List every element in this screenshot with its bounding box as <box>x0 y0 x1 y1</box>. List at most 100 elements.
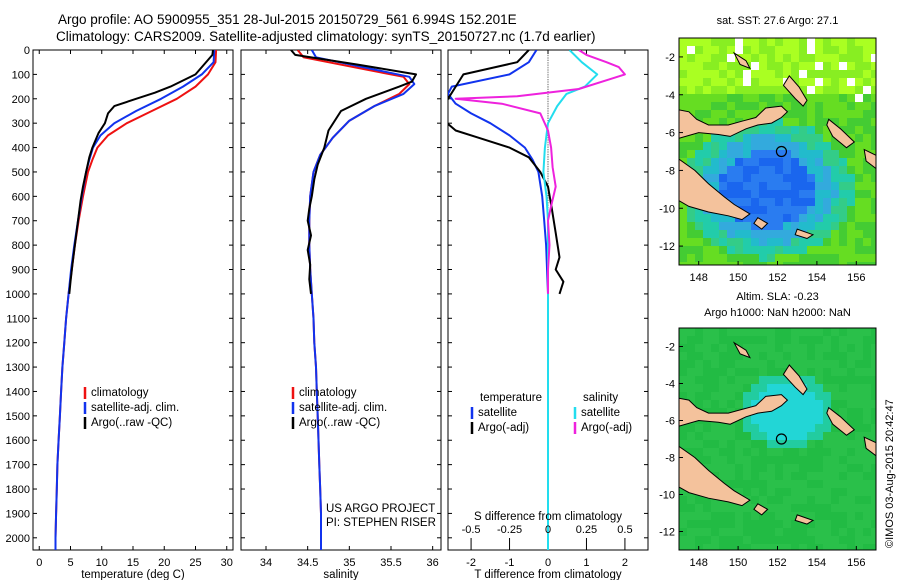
sst-map-cell <box>847 214 856 223</box>
sla-map-cell <box>863 448 872 457</box>
sst-map-cell <box>799 46 808 55</box>
sla-map-cell <box>815 392 824 401</box>
sst-map-cell <box>863 110 872 119</box>
sla-map-cell <box>687 432 696 441</box>
sla-map-cell <box>695 344 704 353</box>
sst-map-cell <box>719 54 728 63</box>
sst-map-cell <box>695 38 704 47</box>
sla-map-cell <box>695 544 704 550</box>
sst-map-cell <box>767 94 776 103</box>
sla-map-cell <box>855 432 864 441</box>
sst-map-cell <box>863 222 872 231</box>
sst-map-cell <box>695 78 704 87</box>
sla-map-cell <box>815 528 824 537</box>
sst-map-cell <box>767 62 776 71</box>
sla-map-cell <box>831 448 840 457</box>
sla-map-cell <box>855 536 864 545</box>
sla-map-cell <box>839 504 848 513</box>
sla-map-cell <box>783 456 792 465</box>
sst-map-cell <box>695 142 704 151</box>
sst-map-cell <box>799 246 808 255</box>
temperature-ytick-label: 600 <box>12 191 30 203</box>
sst-map-cell <box>823 38 832 47</box>
sla-map-cell <box>695 328 704 337</box>
sst-map-cell <box>783 110 792 119</box>
sst-map-cell <box>711 118 720 127</box>
sst-map-cell <box>711 166 720 175</box>
sst-map-cell <box>863 118 872 127</box>
sla-map-cell <box>807 480 816 489</box>
sst-map-cell <box>759 158 768 167</box>
sst-map-cell <box>847 246 856 255</box>
sla-map-cell <box>759 424 768 433</box>
sla-map-cell <box>823 504 832 513</box>
sla-map-cell <box>791 464 800 473</box>
sst-map-cell <box>743 134 752 143</box>
sla-map-cell <box>711 424 720 433</box>
sla-map-cell <box>751 392 760 401</box>
sla-map-cell <box>831 336 840 345</box>
sla-map-cell <box>791 448 800 457</box>
sla-map-cell <box>871 512 876 521</box>
sla-map-cell <box>863 464 872 473</box>
sst-map-cell <box>807 198 816 207</box>
sst-map-cell <box>751 198 760 207</box>
sst-map-cell <box>823 230 832 239</box>
sla-map-cell <box>839 352 848 361</box>
sla-map-cell <box>751 352 760 361</box>
sla-map-cell <box>799 480 808 489</box>
sst-map-cell <box>839 230 848 239</box>
sst-map-cell <box>863 38 872 47</box>
sla-map-cell <box>775 464 784 473</box>
sla-map-cell <box>791 360 800 369</box>
sla-map-cell <box>863 544 872 550</box>
sst-map-cell <box>679 86 688 95</box>
sla-map-cell <box>743 328 752 337</box>
sst-map-cell <box>807 46 816 55</box>
sla-map-cell <box>855 472 864 481</box>
sla-map-cell <box>727 376 736 385</box>
sla-map-cell <box>807 432 816 441</box>
sla-map-cell <box>767 504 776 513</box>
sla-map-cell <box>767 456 776 465</box>
sla-map-cell <box>839 496 848 505</box>
sst-map-cell <box>727 62 736 71</box>
sla-map-cell <box>727 512 736 521</box>
sla-map-cell <box>815 368 824 377</box>
sst-map-cell <box>679 142 688 151</box>
sla-map-cell <box>807 360 816 369</box>
sla-map-cell <box>863 512 872 521</box>
sla-map-cell <box>871 368 876 377</box>
sst-map-cell <box>855 206 864 215</box>
sst-map-land <box>679 158 751 221</box>
sst-map-cell <box>751 158 760 167</box>
sst-map-cell <box>775 214 784 223</box>
salinity-xtick-label: 35.5 <box>380 557 401 569</box>
sst-map-cell <box>703 174 712 183</box>
sst-map-cell <box>727 254 736 263</box>
sst-map-cell <box>711 214 720 223</box>
sla-map-cell <box>767 328 776 337</box>
sla-map-cell <box>815 416 824 425</box>
sla-map-cell <box>743 464 752 473</box>
sst-map-cell <box>847 46 856 55</box>
sla-map-cell <box>735 424 744 433</box>
sst-map-cell <box>719 102 728 111</box>
sla-map-cell <box>791 432 800 441</box>
sst-map-cell <box>743 54 752 63</box>
sla-map-cell <box>751 416 760 425</box>
sla-map-cell <box>823 352 832 361</box>
sst-map-cell <box>855 238 864 247</box>
sst-map-cell <box>799 206 808 215</box>
sst-map-cell <box>783 190 792 199</box>
sla-map-cell <box>823 416 832 425</box>
sla-map-cell <box>783 520 792 529</box>
sst-map-cell <box>871 78 876 87</box>
sla-map-cell <box>703 352 712 361</box>
sla-map-cell <box>695 368 704 377</box>
sst-map-cell <box>831 206 840 215</box>
sla-map-cell <box>863 528 872 537</box>
sla-map-cell <box>807 376 816 385</box>
sla-map-cell <box>743 528 752 537</box>
sst-map-cell <box>791 190 800 199</box>
